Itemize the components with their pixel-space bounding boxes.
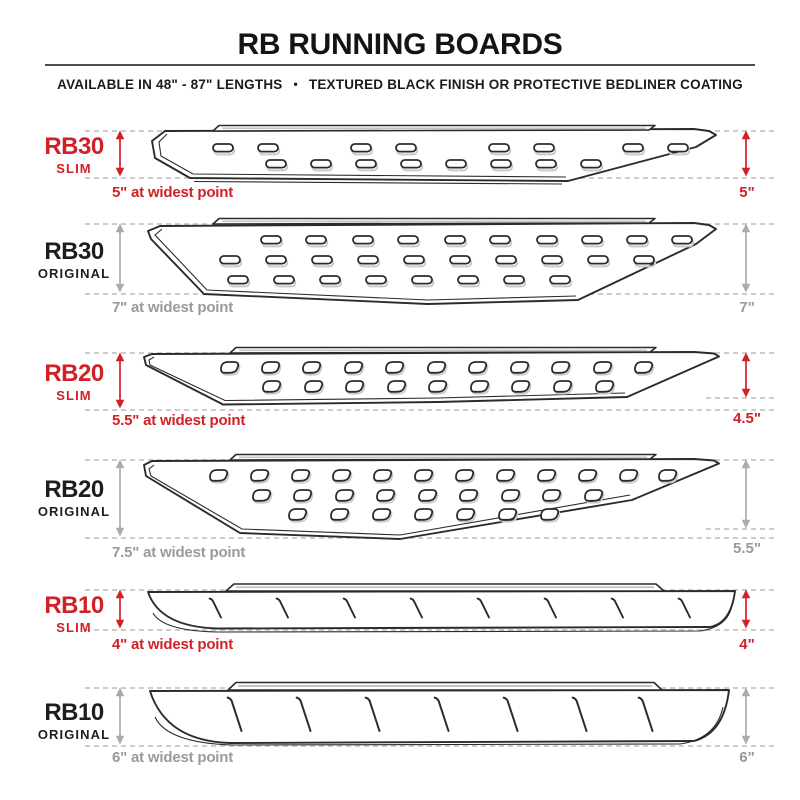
rb20-original-drawing bbox=[143, 453, 720, 540]
rb30-slim-drawing bbox=[151, 124, 717, 185]
subtitle: AVAILABLE IN 48" - 87" LENGTHS • TEXTURED … bbox=[0, 77, 800, 92]
left-height-arrow-icon bbox=[113, 223, 127, 293]
widest-point-label: 5" at widest point bbox=[112, 184, 234, 201]
product-label: RB10 SLIM bbox=[26, 592, 122, 635]
height-label: 6" bbox=[739, 749, 755, 766]
right-height-arrow-icon bbox=[739, 352, 753, 398]
left-height-arrow-icon bbox=[113, 687, 127, 745]
height-label: 4.5" bbox=[733, 410, 761, 427]
widest-point-label: 6" at widest point bbox=[112, 749, 234, 766]
bullet-separator: • bbox=[293, 77, 298, 91]
model-name: RB30 bbox=[44, 238, 104, 265]
height-label: 4" bbox=[739, 636, 755, 653]
right-height-arrow-icon bbox=[739, 459, 753, 529]
rb10-slim-drawing bbox=[147, 583, 736, 633]
variant-name: SLIM bbox=[56, 388, 92, 403]
left-height-arrow-icon bbox=[113, 352, 127, 409]
height-label: 5.5" bbox=[733, 540, 761, 557]
widest-point-label: 5.5" at widest point bbox=[112, 412, 246, 429]
dimension-guide-dashed-line-short bbox=[706, 397, 775, 399]
dimension-guide-dashed-line bbox=[85, 745, 775, 747]
product-label: RB30 ORIGINAL bbox=[26, 238, 122, 281]
variant-name: ORIGINAL bbox=[37, 504, 111, 519]
dimension-guide-dashed-line-short bbox=[706, 528, 775, 530]
model-name: RB10 bbox=[44, 699, 104, 726]
product-label: RB10 ORIGINAL bbox=[26, 699, 122, 742]
subtitle-finish: TEXTURED BLACK FINISH OR PROTECTIVE BEDL… bbox=[308, 77, 743, 92]
product-label: RB20 SLIM bbox=[26, 360, 122, 403]
right-height-arrow-icon bbox=[739, 687, 753, 745]
widest-point-label: 7" at widest point bbox=[112, 299, 234, 316]
left-height-arrow-icon bbox=[113, 130, 127, 177]
model-name: RB20 bbox=[44, 360, 104, 387]
right-height-arrow-icon bbox=[739, 130, 753, 177]
model-name: RB30 bbox=[44, 133, 104, 160]
dimension-guide-dashed-line bbox=[85, 409, 775, 411]
rb20-slim-drawing bbox=[143, 346, 720, 406]
product-label: RB30 SLIM bbox=[26, 133, 122, 176]
variant-name: SLIM bbox=[56, 161, 92, 176]
right-height-arrow-icon bbox=[739, 223, 753, 293]
widest-point-label: 4" at widest point bbox=[112, 636, 234, 653]
variant-name: ORIGINAL bbox=[37, 266, 111, 281]
model-name: RB20 bbox=[44, 476, 104, 503]
subtitle-lengths: AVAILABLE IN 48" - 87" LENGTHS bbox=[57, 77, 283, 92]
right-height-arrow-icon bbox=[739, 589, 753, 629]
rb30-original-drawing bbox=[147, 217, 717, 305]
height-label: 7" bbox=[739, 299, 755, 316]
dimension-guide-dashed-line bbox=[85, 537, 775, 539]
title-divider bbox=[45, 64, 755, 66]
left-height-arrow-icon bbox=[113, 459, 127, 537]
product-label: RB20 ORIGINAL bbox=[26, 476, 122, 519]
height-label: 5" bbox=[739, 184, 755, 201]
rb10-original-drawing bbox=[149, 681, 730, 746]
variant-name: ORIGINAL bbox=[37, 727, 111, 742]
widest-point-label: 7.5" at widest point bbox=[112, 544, 246, 561]
left-height-arrow-icon bbox=[113, 589, 127, 629]
page-title: RB RUNNING BOARDS bbox=[237, 28, 563, 61]
variant-name: SLIM bbox=[56, 620, 92, 635]
model-name: RB10 bbox=[44, 592, 104, 619]
dimension-guide-dashed-line bbox=[85, 629, 775, 631]
